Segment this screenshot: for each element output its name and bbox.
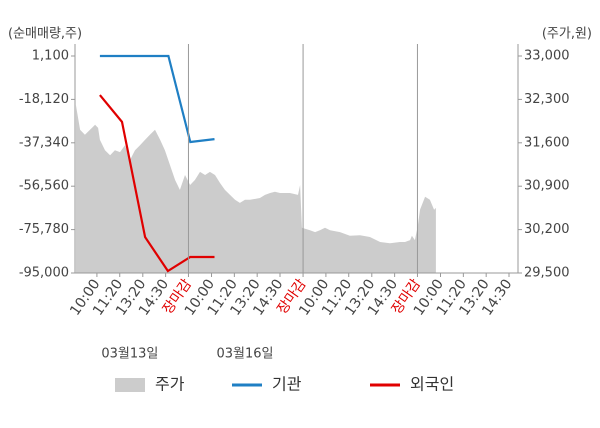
y2-tick-label: 30,200 [524,222,570,237]
y2-tick-label: 31,600 [524,135,570,150]
series-line [99,94,215,273]
y-tick-label: -56,560 [19,179,69,194]
y2-tick-label: 33,000 [524,49,570,64]
y-tick-label: -18,120 [19,92,69,107]
series-line [99,54,215,144]
legend-label: 외국인 [410,375,454,394]
y-tick-label: 1,100 [32,49,69,64]
y2-tick-label: 32,300 [524,92,570,107]
date-label: 03월16일 [216,347,273,362]
y-tick-label: -75,780 [19,222,69,237]
y-tick-label: -37,340 [19,135,69,150]
y-axis-label: (순매매량,주) [8,27,82,42]
price-area [75,105,436,273]
y2-tick-label: 29,500 [524,266,570,281]
y2-tick-label: 30,900 [524,179,570,194]
date-label: 03월13일 [101,347,158,362]
legend-label: 기관 [272,375,302,394]
y2-axis-label: (주가,원) [542,27,592,42]
y-tick-label: -95,000 [19,266,69,281]
legend-swatch [115,378,145,392]
legend-label: 주가 [155,375,185,394]
